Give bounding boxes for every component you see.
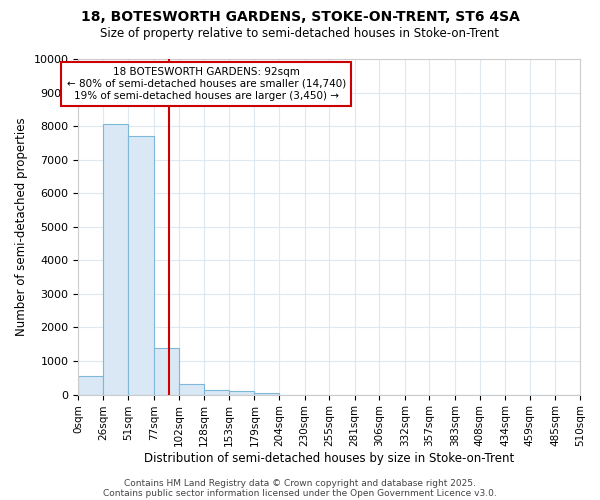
Bar [154,348,179,395]
Text: Contains HM Land Registry data © Crown copyright and database right 2025.: Contains HM Land Registry data © Crown c… [124,478,476,488]
Bar [204,390,229,394]
Bar [78,376,103,394]
Bar [179,384,204,394]
Bar [254,393,279,394]
Text: Contains public sector information licensed under the Open Government Licence v3: Contains public sector information licen… [103,488,497,498]
Bar [229,391,254,394]
Bar [128,136,154,394]
Text: 18, BOTESWORTH GARDENS, STOKE-ON-TRENT, ST6 4SA: 18, BOTESWORTH GARDENS, STOKE-ON-TRENT, … [80,10,520,24]
X-axis label: Distribution of semi-detached houses by size in Stoke-on-Trent: Distribution of semi-detached houses by … [144,452,514,465]
Bar [103,124,128,394]
Text: Size of property relative to semi-detached houses in Stoke-on-Trent: Size of property relative to semi-detach… [101,28,499,40]
Text: 18 BOTESWORTH GARDENS: 92sqm
← 80% of semi-detached houses are smaller (14,740)
: 18 BOTESWORTH GARDENS: 92sqm ← 80% of se… [67,68,346,100]
Y-axis label: Number of semi-detached properties: Number of semi-detached properties [15,118,28,336]
